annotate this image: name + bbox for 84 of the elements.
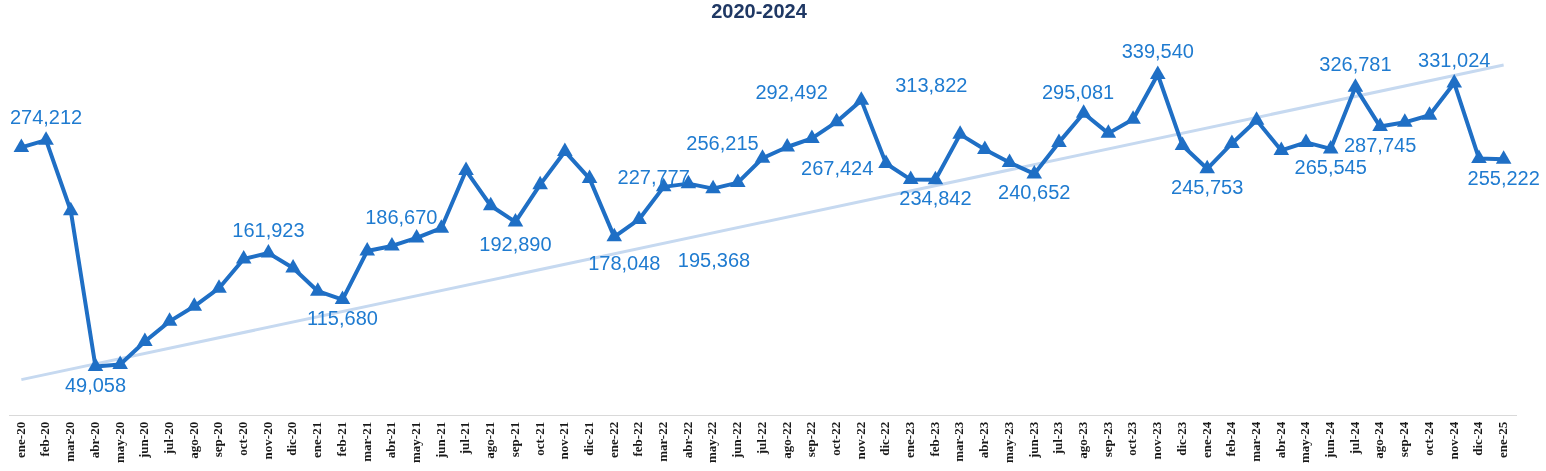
x-tick-label: oct-20 <box>235 421 251 456</box>
x-tick-label: dic-24 <box>1470 421 1486 456</box>
x-tick-label: feb-22 <box>630 421 646 457</box>
x-tick-label: nov-20 <box>259 421 275 460</box>
data-label: 161,923 <box>232 218 305 241</box>
data-label: 292,492 <box>755 81 828 104</box>
data-label: 195,368 <box>677 248 751 271</box>
x-tick-label: ene-23 <box>902 421 918 458</box>
x-tick-label: oct-22 <box>827 421 843 456</box>
x-tick-label: sep-22 <box>803 421 819 458</box>
x-tick-label: may-23 <box>1000 421 1016 464</box>
data-label: 295,081 <box>1041 80 1115 103</box>
data-label: 339,540 <box>1121 40 1194 63</box>
x-tick-label: ago-21 <box>482 421 498 459</box>
data-label: 256,215 <box>686 131 759 154</box>
x-tick-label: nov-21 <box>556 421 572 460</box>
x-tick-label: ene-22 <box>605 421 621 458</box>
x-tick-label: nov-23 <box>1149 421 1165 460</box>
x-tick-label: oct-24 <box>1420 421 1436 456</box>
x-tick-label: jul-21 <box>457 421 473 456</box>
x-tick-label: mar-21 <box>358 421 374 462</box>
data-label: 265,545 <box>1294 156 1367 179</box>
x-tick-label: abr-22 <box>679 421 695 459</box>
x-tick-label: jul-20 <box>160 421 176 456</box>
x-tick-label: dic-23 <box>1173 421 1189 456</box>
data-label: 255,222 <box>1467 166 1540 189</box>
x-tick-label: oct-23 <box>1124 421 1140 456</box>
x-tick-label: mar-23 <box>951 421 967 462</box>
x-tick-label: feb-20 <box>37 421 53 457</box>
data-label: 274,212 <box>9 105 83 128</box>
x-tick-label: ene-24 <box>1198 421 1214 458</box>
data-label: 49,058 <box>64 374 127 397</box>
data-label: 331,024 <box>1418 48 1491 71</box>
x-tick-label: sep-21 <box>506 421 522 458</box>
x-tick-label: feb-23 <box>926 421 942 457</box>
x-tick-label: ago-20 <box>185 421 201 459</box>
x-tick-label: ago-23 <box>1075 421 1091 459</box>
data-label: 240,652 <box>998 181 1071 204</box>
x-tick-label: dic-22 <box>877 421 893 456</box>
x-tick-label: may-20 <box>111 421 127 464</box>
x-tick-label: may-21 <box>407 421 423 464</box>
x-tick-label: sep-20 <box>210 421 226 458</box>
x-tick-label: mar-22 <box>655 421 671 462</box>
x-tick-label: jun-22 <box>729 421 745 459</box>
x-tick-label: may-24 <box>1297 421 1313 464</box>
x-tick-label: ene-20 <box>12 421 28 458</box>
x-tick-label: may-22 <box>704 421 720 464</box>
x-tick-label: abr-23 <box>976 421 992 459</box>
data-label: 313,822 <box>895 73 968 96</box>
data-label: 267,424 <box>801 156 874 179</box>
data-label: 178,048 <box>588 252 661 275</box>
data-label: 245,753 <box>1171 176 1244 199</box>
x-tick-label: mar-20 <box>62 421 78 462</box>
data-label: 234,842 <box>899 187 972 210</box>
x-tick-label: abr-24 <box>1272 421 1288 459</box>
x-tick-label: nov-22 <box>852 421 868 460</box>
x-tick-label: dic-21 <box>580 421 596 456</box>
x-tick-label: abr-21 <box>383 421 399 459</box>
x-tick-label: ene-21 <box>309 421 325 458</box>
x-tick-label: jul-23 <box>1050 421 1066 456</box>
x-tick-label: sep-24 <box>1396 421 1412 458</box>
x-tick-label: jul-22 <box>753 421 769 456</box>
chart-title: 2020-2024 <box>711 0 808 22</box>
x-tick-label: sep-23 <box>1099 421 1115 458</box>
data-label: 192,890 <box>479 233 552 256</box>
data-label: 287,745 <box>1343 134 1417 157</box>
data-label: 186,670 <box>365 205 438 228</box>
x-tick-label: jun-24 <box>1322 421 1338 459</box>
data-label: 326,781 <box>1319 52 1392 75</box>
x-tick-label: oct-21 <box>531 421 547 456</box>
x-tick-label: jul-24 <box>1346 421 1362 456</box>
x-tick-label: jun-20 <box>136 421 152 459</box>
x-tick-label: nov-24 <box>1445 421 1461 460</box>
x-tick-label: abr-20 <box>86 421 102 459</box>
x-tick-label: feb-24 <box>1223 421 1239 457</box>
x-tick-label: feb-21 <box>333 421 349 457</box>
x-tick-label: dic-20 <box>284 421 300 456</box>
x-tick-label: ago-24 <box>1371 421 1387 459</box>
x-tick-label: mar-24 <box>1247 421 1263 462</box>
data-label: 115,680 <box>307 307 378 330</box>
x-tick-label: jun-23 <box>1025 421 1041 459</box>
x-tick-label: jun-21 <box>432 421 448 459</box>
x-tick-label: ago-22 <box>778 421 794 459</box>
x-tick-label: ene-25 <box>1495 421 1511 458</box>
